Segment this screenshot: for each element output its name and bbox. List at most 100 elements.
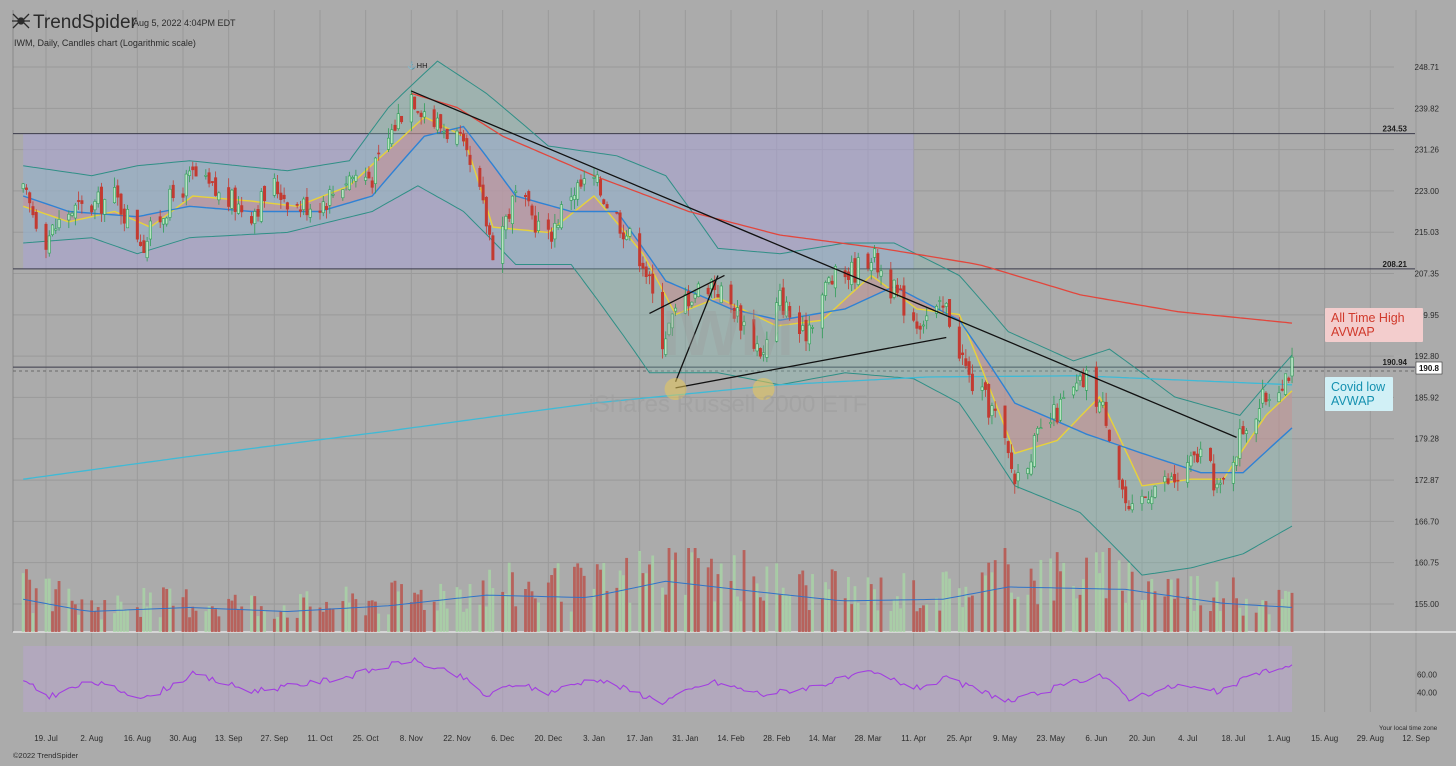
spider-icon xyxy=(12,13,30,29)
volume-bar xyxy=(210,606,214,632)
volume-bar xyxy=(944,571,948,632)
covid-callout-line1: Covid low xyxy=(1331,380,1386,394)
candle-body xyxy=(1036,428,1040,435)
volume-bar xyxy=(256,616,260,632)
volume-bar xyxy=(1075,598,1079,632)
candle-body xyxy=(214,177,218,196)
candle-body xyxy=(184,173,188,197)
candle-body xyxy=(161,218,165,225)
candle-body xyxy=(912,312,916,321)
candle-body xyxy=(1257,408,1261,422)
candle-body xyxy=(530,205,534,216)
candle-body xyxy=(1215,483,1219,489)
volume-bar xyxy=(895,596,899,632)
candle-body xyxy=(736,307,740,317)
candle-body xyxy=(918,325,922,330)
volume-bar xyxy=(204,611,208,632)
volume-bar xyxy=(387,614,390,632)
candle-body xyxy=(305,196,309,216)
volume-bar xyxy=(80,599,84,632)
candle-body xyxy=(347,175,351,190)
rsi-tick-label: 40.00 xyxy=(1417,689,1438,698)
candle-body xyxy=(934,305,938,314)
volume-bar xyxy=(742,550,746,632)
volume-bar xyxy=(967,597,971,632)
volume-bar xyxy=(1101,551,1105,632)
volume-bar xyxy=(716,574,720,632)
volume-bar xyxy=(1029,568,1033,632)
candle-body xyxy=(1280,388,1284,391)
candle-body xyxy=(1176,479,1180,482)
candle-body xyxy=(1081,372,1085,388)
candle-body xyxy=(957,326,961,359)
volume-bar xyxy=(1290,592,1294,632)
volume-bar xyxy=(559,601,563,632)
candle-body xyxy=(967,361,971,375)
volume-bar xyxy=(462,611,465,632)
candle-body xyxy=(550,231,554,242)
candle-body xyxy=(553,223,557,240)
candle-body xyxy=(1212,463,1216,491)
volume-bar xyxy=(70,600,74,632)
volume-bar xyxy=(119,601,123,632)
ath-callout-line2: AVWAP xyxy=(1331,325,1375,339)
x-tick-label: 20. Dec xyxy=(535,734,563,743)
candle-body xyxy=(970,373,974,392)
candle-body xyxy=(1290,356,1294,377)
x-tick-label: 6. Dec xyxy=(491,734,514,743)
y-tick-label: 223.00 xyxy=(1415,187,1440,196)
candle-body xyxy=(873,248,877,258)
volume-bar xyxy=(325,601,328,632)
candle-body xyxy=(1039,427,1043,430)
volume-bar xyxy=(918,608,922,632)
volume-bar xyxy=(1218,611,1222,632)
volume-bar xyxy=(644,573,648,632)
candle-body xyxy=(1241,426,1245,435)
volume-bar xyxy=(263,610,266,632)
candle-body xyxy=(1287,377,1291,381)
candle-body xyxy=(1235,456,1239,466)
volume-bar xyxy=(501,591,505,632)
candle-body xyxy=(321,201,325,214)
volume-bar xyxy=(856,602,860,632)
candle-body xyxy=(641,262,645,269)
trendline xyxy=(649,274,725,314)
candle-body xyxy=(869,262,873,272)
volume-bar xyxy=(778,594,782,632)
candle-body xyxy=(628,228,632,237)
volume-bar xyxy=(1078,594,1082,632)
x-tick-label: 17. Jan xyxy=(627,734,653,743)
volume-bar xyxy=(641,573,645,632)
volume-bar xyxy=(321,611,325,632)
volume-bar xyxy=(1222,598,1225,632)
volume-bar xyxy=(139,616,142,632)
volume-bar xyxy=(377,613,381,632)
candle-body xyxy=(1284,373,1288,395)
volume-bar xyxy=(961,607,964,632)
candle-body xyxy=(778,290,782,306)
x-tick-label: 14. Mar xyxy=(809,734,836,743)
candle-body xyxy=(142,240,146,253)
volume-bar xyxy=(419,589,423,632)
candle-body xyxy=(504,216,508,231)
volume-bar xyxy=(693,548,697,632)
chart-subtitle: IWM, Daily, Candles chart (Logarithmic s… xyxy=(14,38,196,48)
candle-body xyxy=(67,213,71,221)
volume-bar xyxy=(618,570,622,632)
ath-avwap-callout: All Time High AVWAP xyxy=(1325,308,1423,342)
candle-body xyxy=(458,131,462,134)
volume-bar xyxy=(1072,586,1075,632)
volume-bar xyxy=(396,591,400,632)
volume-bar xyxy=(993,560,997,632)
rsi-pane xyxy=(23,646,1293,712)
candle-body xyxy=(1244,430,1248,434)
candle-body xyxy=(31,206,35,216)
candle-body xyxy=(775,302,779,342)
volume-bar xyxy=(217,616,221,632)
avwap-lines xyxy=(23,92,1293,480)
volume-bar xyxy=(100,619,103,632)
candle-body xyxy=(364,176,368,181)
volume-bar xyxy=(1098,573,1101,632)
candle-body xyxy=(210,181,214,183)
